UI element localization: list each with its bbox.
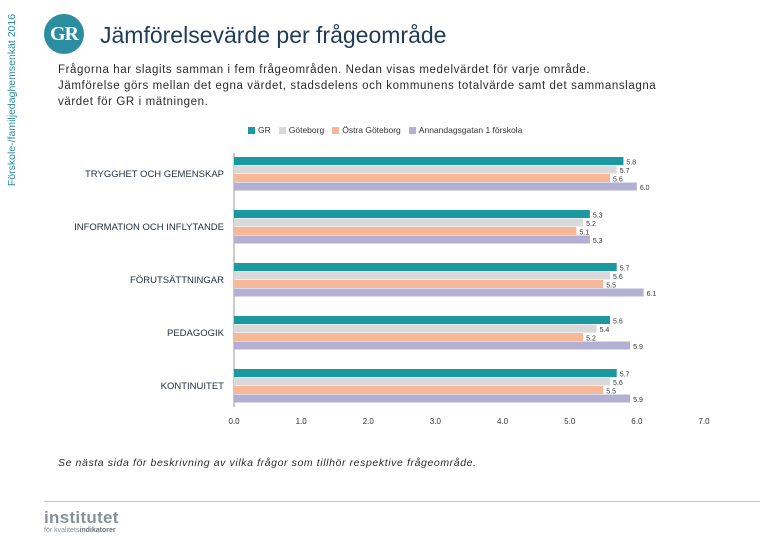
data-label: 5.4 [600, 327, 610, 334]
bar [234, 210, 590, 218]
legend-swatch [408, 126, 416, 134]
data-label: 5.9 [633, 397, 643, 404]
intro-text: Frågorna har slagits samman i fem frågeo… [58, 62, 728, 110]
bar [234, 369, 617, 377]
x-tick-label: 3.0 [430, 417, 442, 426]
data-label: 6.1 [647, 291, 657, 298]
institutet-logo: institutet för kvalitetsindikatorer [44, 509, 119, 535]
data-label: 5.3 [593, 238, 603, 245]
bar [234, 280, 604, 288]
x-tick-label: 2.0 [363, 417, 375, 426]
category-label: FÖRUTSÄTTNINGAR [130, 275, 224, 286]
legend-item-forskola: Annandagsgatan 1 förskola [408, 125, 523, 135]
category-label: TRYGGHET OCH GEMENSKAP [85, 169, 224, 180]
bar [234, 377, 610, 386]
x-tick-label: 5.0 [564, 417, 576, 426]
legend-label: Östra Göteborg [342, 125, 401, 135]
legend-swatch [248, 126, 255, 134]
data-label: 5.6 [613, 380, 623, 387]
bar [234, 386, 604, 394]
bar [234, 157, 624, 165]
page-title: Jämförelsevärde per frågeområde [100, 22, 447, 48]
x-tick-label: 1.0 [296, 417, 308, 426]
legend-label: Göteborg [288, 125, 325, 135]
bar [234, 288, 644, 297]
bar [234, 235, 590, 244]
legend-swatch [332, 126, 340, 134]
legend-item-ostra-goteborg: Östra Göteborg [332, 125, 401, 135]
intro-line: Jämförelse görs mellan det egna värdet, … [58, 80, 657, 92]
brand-tagline: för kvalitetsindikatorer [44, 526, 119, 535]
bar [234, 218, 584, 227]
gr-logo: GR [44, 14, 84, 54]
bar [234, 324, 597, 333]
bar [234, 182, 637, 191]
x-tick-label: 6.0 [631, 417, 643, 426]
data-label: 5.7 [620, 265, 630, 272]
bar [234, 174, 610, 182]
bar [234, 271, 610, 280]
chart-legend: GR Göteborg Östra Göteborg Annandagsgata… [248, 125, 530, 135]
intro-line: värdet för GR i mätningen. [58, 96, 209, 108]
data-label: 5.5 [606, 282, 616, 289]
data-label: 5.8 [626, 159, 636, 166]
x-tick-label: 4.0 [497, 417, 509, 426]
category-label: INFORMATION OCH INFLYTANDE [74, 222, 224, 233]
data-label: 5.6 [613, 274, 623, 281]
legend-label: Annandagsgatan 1 förskola [418, 125, 523, 135]
data-label: 5.9 [633, 344, 643, 351]
bar [234, 165, 617, 174]
data-label: 5.6 [613, 318, 623, 325]
data-label: 5.2 [586, 221, 596, 228]
legend-swatch [278, 126, 286, 134]
category-label: KONTINUITET [161, 381, 225, 392]
bar [234, 394, 631, 403]
legend-item-gr: GR [248, 125, 271, 135]
bar [234, 263, 617, 271]
data-label: 5.5 [606, 388, 616, 395]
data-label: 6.0 [640, 185, 650, 192]
intro-line: Frågorna har slagits samman i fem frågeo… [58, 64, 591, 76]
footer-divider [44, 501, 760, 502]
data-label: 5.3 [593, 212, 603, 219]
data-label: 5.7 [620, 168, 630, 175]
legend-item-goteborg: Göteborg [278, 125, 325, 135]
data-label: 5.6 [613, 176, 623, 183]
category-label: PEDAGOGIK [167, 328, 225, 339]
bar [234, 316, 610, 324]
brand-name: institutet [44, 508, 119, 527]
brand-sub-prefix: för kvalitets [44, 527, 80, 534]
x-tick-label: 7.0 [698, 417, 710, 426]
data-label: 5.1 [579, 229, 589, 236]
x-tick-label: 0.0 [228, 417, 240, 426]
legend-label: GR [258, 125, 271, 135]
footnote: Se nästa sida för beskrivning av vilka f… [58, 457, 477, 469]
brand-sub-highlight: indikatorer [79, 527, 116, 534]
bar [234, 333, 584, 341]
bar [234, 341, 631, 350]
data-label: 5.7 [620, 371, 630, 378]
bar [234, 227, 577, 235]
data-label: 5.2 [586, 335, 596, 342]
